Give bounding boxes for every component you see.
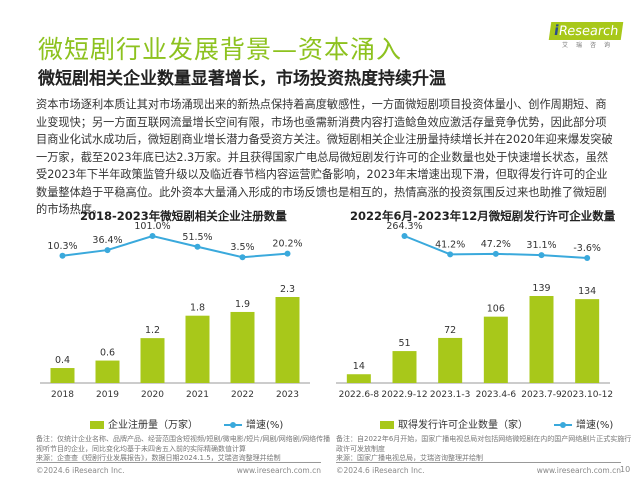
bar — [575, 299, 600, 383]
x-tick-label: 2020 — [141, 390, 164, 400]
growth-point — [584, 255, 591, 261]
bar-legend-swatch — [380, 421, 394, 429]
bar-label: 1.8 — [190, 303, 205, 314]
source-text: 来源：企查查《短剧行业发展报告》，数据日期2024.1.5，艾瑞咨询整理并绘制 — [36, 454, 281, 462]
growth-label: 264.3% — [386, 221, 422, 232]
footer-url: www.iresearch.com.cn — [236, 466, 321, 475]
note-text: 备注：自2022年6月开始，国家广播电视总局对包括网络微短剧在内的国产网络剧片正… — [336, 435, 632, 453]
bar — [483, 316, 508, 383]
line-legend-swatch — [554, 421, 572, 428]
growth-point — [447, 251, 454, 258]
growth-label: 36.4% — [92, 235, 122, 246]
bar — [392, 351, 417, 383]
body-text: 资本市场逐利本质让其对市场涌现出来的新热点保持着高度敏感性，一方面微短剧项目投资… — [36, 98, 613, 216]
x-tick-label: 2022.9-12 — [381, 390, 427, 400]
legend-line: 增速(%) — [576, 420, 614, 431]
bar-label: 139 — [532, 283, 550, 294]
growth-label: -3.6% — [573, 243, 601, 254]
growth-point — [194, 243, 201, 250]
source-text: 来源：国家广播电视总局，艾瑞咨询整理并绘制 — [336, 454, 483, 462]
bar-label: 0.6 — [100, 348, 115, 359]
chart2-legend: 取得发行许可企业数量（家） 增速(%) — [380, 416, 613, 431]
bar-label: 51 — [398, 338, 410, 349]
growth-point — [239, 254, 246, 261]
footer-right: ©2024.6 iResearch Inc. www.iresearch.com.… — [336, 462, 621, 475]
iresearch-logo: iResearch 艾瑞咨询 — [548, 20, 624, 49]
page-subtitle: 微短剧相关企业数量显著增长，市场投资热度持续升温 — [38, 69, 446, 89]
growth-label: 20.2% — [272, 239, 302, 250]
bar — [185, 315, 210, 383]
bar — [140, 338, 165, 383]
x-tick-label: 2019 — [96, 390, 119, 400]
x-tick-label: 2023 — [276, 390, 299, 400]
bar-label: 14 — [353, 361, 365, 372]
bar — [438, 337, 463, 383]
growth-point — [492, 250, 499, 257]
growth-point — [149, 233, 156, 239]
x-tick-label: 2023.1-3 — [430, 390, 470, 400]
x-tick-label: 2023.7-9 — [521, 390, 562, 400]
growth-point — [284, 250, 291, 257]
chart1-title: 2018-2023年微短剧相关企业注册数量 — [80, 209, 287, 223]
copyright: ©2024.6 iResearch Inc. — [36, 466, 125, 475]
x-tick-label: 2021 — [186, 390, 209, 400]
bar — [275, 297, 300, 383]
legend-bar: 取得发行许可企业数量（家） — [398, 420, 528, 431]
chart2-note: 备注：自2022年6月开始，国家广播电视总局对包括网络微短剧在内的国产网络剧片正… — [336, 435, 636, 464]
x-tick-label: 2022.6-8 — [339, 390, 380, 400]
chart1-note: 备注：仅统计企业名称、品牌产品、经营范围含短视频/短剧/微电影/短片/网剧/网络… — [36, 435, 336, 464]
chart2-title: 2022年6月-2023年12月微短剧发行许可企业数量 — [350, 209, 616, 223]
bar-label: 0.4 — [55, 355, 70, 366]
growth-label: 31.1% — [526, 240, 556, 251]
x-tick-label: 2023.4-6 — [476, 390, 517, 400]
footer-url: www.iresearch.com.cn — [536, 466, 621, 475]
bar-label: 106 — [487, 304, 505, 315]
x-tick-label: 2018 — [51, 390, 74, 400]
growth-label: 51.5% — [182, 232, 212, 243]
bar — [346, 374, 371, 383]
growth-point — [104, 247, 111, 254]
page-number: 10 — [620, 465, 631, 474]
growth-label: 47.2% — [481, 239, 511, 250]
bar — [50, 368, 75, 383]
bar-label: 1.2 — [145, 325, 160, 336]
bar — [529, 296, 554, 383]
bar-label: 2.3 — [280, 284, 295, 295]
growth-line — [62, 234, 288, 259]
chart1-legend: 企业注册量（万家） 增速(%) — [90, 416, 283, 431]
page-title: 微短剧行业发展背景—资本涌入 — [38, 35, 403, 64]
x-tick-label: 2023.10-12 — [561, 390, 613, 400]
bar — [230, 311, 255, 383]
growth-point — [538, 252, 545, 259]
growth-label: 3.5% — [230, 242, 254, 253]
note-text: 备注：仅统计企业名称、品牌产品、经营范围含短视频/短剧/微电影/短片/网剧/网络… — [36, 435, 331, 453]
footer-left: ©2024.6 iResearch Inc. www.iresearch.com.… — [36, 462, 321, 475]
bar-legend-swatch — [90, 421, 104, 429]
x-tick-label: 2022 — [231, 390, 254, 400]
legend-bar: 企业注册量（万家） — [108, 420, 198, 431]
legend-line: 增速(%) — [246, 420, 284, 431]
bar-label: 1.9 — [235, 299, 250, 310]
bar-label: 134 — [578, 286, 596, 297]
bar-label: 72 — [444, 325, 456, 336]
copyright: ©2024.6 iResearch Inc. — [336, 466, 425, 475]
bar — [95, 360, 120, 383]
line-legend-swatch — [224, 421, 242, 428]
growth-point — [401, 233, 408, 239]
growth-label: 10.3% — [47, 241, 77, 252]
growth-label: 41.2% — [435, 239, 465, 250]
growth-point — [59, 252, 66, 259]
growth-label: 101.0% — [134, 221, 170, 232]
